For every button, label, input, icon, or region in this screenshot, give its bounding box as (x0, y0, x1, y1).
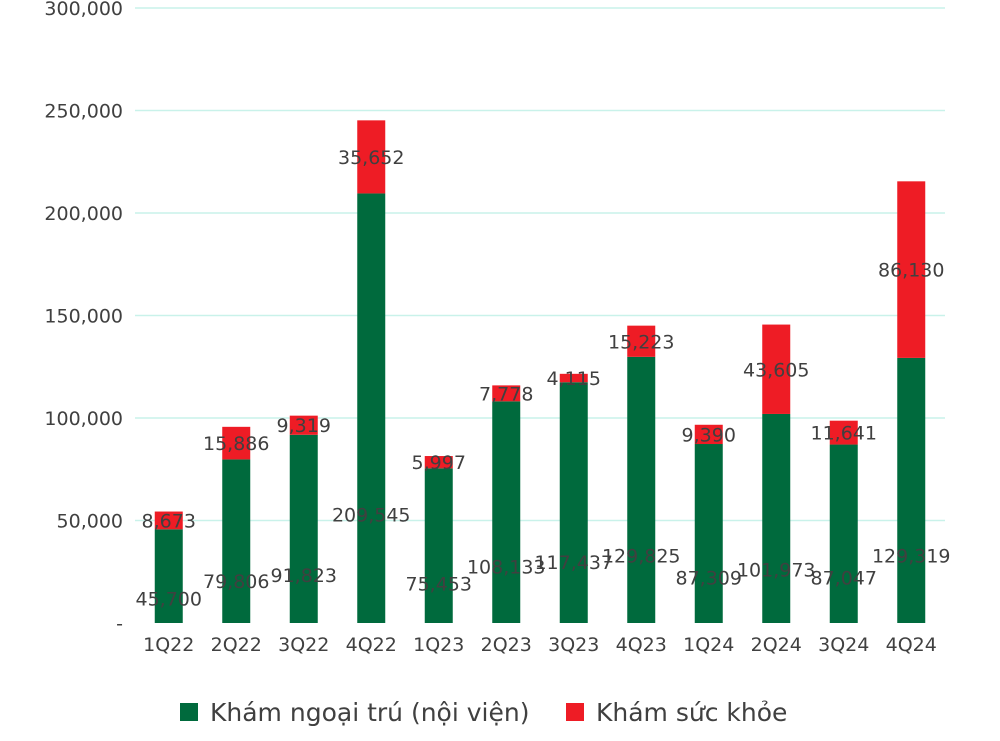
y-tick-label: 50,000 (57, 511, 123, 533)
legend-swatch (566, 703, 584, 721)
data-label-outpatient: 209,545 (332, 505, 411, 527)
y-tick-label: 250,000 (44, 101, 123, 123)
data-label-health-check: 4,115 (547, 368, 601, 390)
x-tick-label: 1Q23 (413, 634, 464, 656)
bar-segment-health-check (627, 325, 656, 357)
data-label-health-check: 9,390 (682, 424, 736, 446)
x-tick-label: 2Q24 (751, 634, 802, 656)
bar-segment-outpatient (559, 382, 588, 623)
bar-segment-health-check (559, 373, 588, 383)
bar-segment-health-check (222, 426, 251, 460)
data-labels: 45,700 8,673 79,806 15,886 91,823 9,319 209,54… (136, 147, 951, 611)
legend-label: Khám sức khỏe (596, 698, 787, 727)
bar-segment-outpatient (492, 401, 521, 623)
data-label-outpatient: 79,806 (203, 571, 269, 593)
data-label-outpatient: 91,823 (271, 565, 337, 587)
data-label-health-check: 8,673 (142, 510, 196, 532)
y-tick-label: 300,000 (44, 0, 123, 20)
x-tick-label: 1Q22 (143, 634, 194, 656)
y-tick-label: 100,000 (44, 408, 123, 430)
x-tick-label: 3Q22 (278, 634, 329, 656)
bar-segment-outpatient (154, 529, 183, 623)
x-tick-label: 2Q22 (211, 634, 262, 656)
bar-segment-health-check (154, 511, 183, 530)
legend: Khám ngoại trú (nội viện) Khám sức khỏe (180, 698, 787, 727)
data-label-outpatient: 129,319 (872, 546, 951, 568)
legend-swatch (180, 703, 198, 721)
y-tick-label: 200,000 (44, 203, 123, 225)
data-label-outpatient: 45,700 (136, 589, 202, 611)
data-label-health-check: 11,641 (811, 423, 877, 445)
bar-segment-outpatient (289, 434, 318, 623)
bar-segment-outpatient (829, 444, 858, 623)
x-tick-label: 3Q24 (818, 634, 869, 656)
bar-segment-health-check (492, 385, 521, 402)
data-label-outpatient: 87,047 (811, 567, 877, 589)
bar-segment-outpatient (357, 193, 386, 624)
x-tick-label: 4Q23 (616, 634, 667, 656)
x-tick-label: 4Q22 (346, 634, 397, 656)
data-label-health-check: 15,223 (608, 331, 674, 353)
bar-segment-outpatient (897, 357, 926, 623)
data-label-health-check: 15,886 (203, 433, 269, 455)
bar-segment-outpatient (694, 444, 723, 623)
x-axis-tick-labels: 1Q22 2Q22 3Q22 4Q22 1Q23 2Q23 3Q23 4Q23 1Q24 2Q24… (143, 634, 937, 656)
data-label-health-check: 35,652 (338, 147, 404, 169)
bar-segment-health-check (424, 456, 453, 469)
x-tick-label: 4Q24 (886, 634, 937, 656)
bar-segment-health-check (897, 181, 926, 358)
data-label-health-check: 5,997 (412, 452, 466, 474)
bar-segment-health-check (357, 120, 386, 194)
data-label-health-check: 86,130 (878, 260, 944, 282)
bar-segment-outpatient (424, 468, 453, 623)
data-label-outpatient: 87,309 (676, 567, 742, 589)
bars (154, 120, 926, 624)
x-tick-label: 1Q24 (683, 634, 734, 656)
legend-label: Khám ngoại trú (nội viện) (210, 698, 529, 727)
x-tick-label: 3Q23 (548, 634, 599, 656)
bar-segment-outpatient (627, 356, 656, 623)
bar-segment-health-check (694, 424, 723, 445)
data-label-outpatient: 75,453 (406, 573, 472, 595)
y-tick-label: - (116, 613, 123, 635)
bar-segment-health-check (289, 415, 318, 435)
bar-segment-health-check (829, 420, 858, 445)
gridlines (135, 7, 945, 522)
data-label-health-check: 9,319 (277, 415, 331, 437)
y-axis-tick-labels: - 50,000 100,000 150,000 200,000 250,000 300,0… (44, 0, 123, 635)
data-label-outpatient: 108,133 (467, 557, 546, 579)
bar-segment-outpatient (762, 413, 791, 623)
bar-segment-health-check (762, 324, 791, 414)
data-label-outpatient: 129,825 (602, 545, 681, 567)
data-label-outpatient: 101,973 (737, 560, 816, 582)
data-label-outpatient: 117,437 (534, 552, 613, 574)
data-label-health-check: 43,605 (743, 359, 809, 381)
bar-segment-outpatient (222, 459, 251, 623)
data-label-health-check: 7,778 (479, 383, 533, 405)
y-tick-label: 150,000 (44, 306, 123, 328)
x-tick-label: 2Q23 (481, 634, 532, 656)
